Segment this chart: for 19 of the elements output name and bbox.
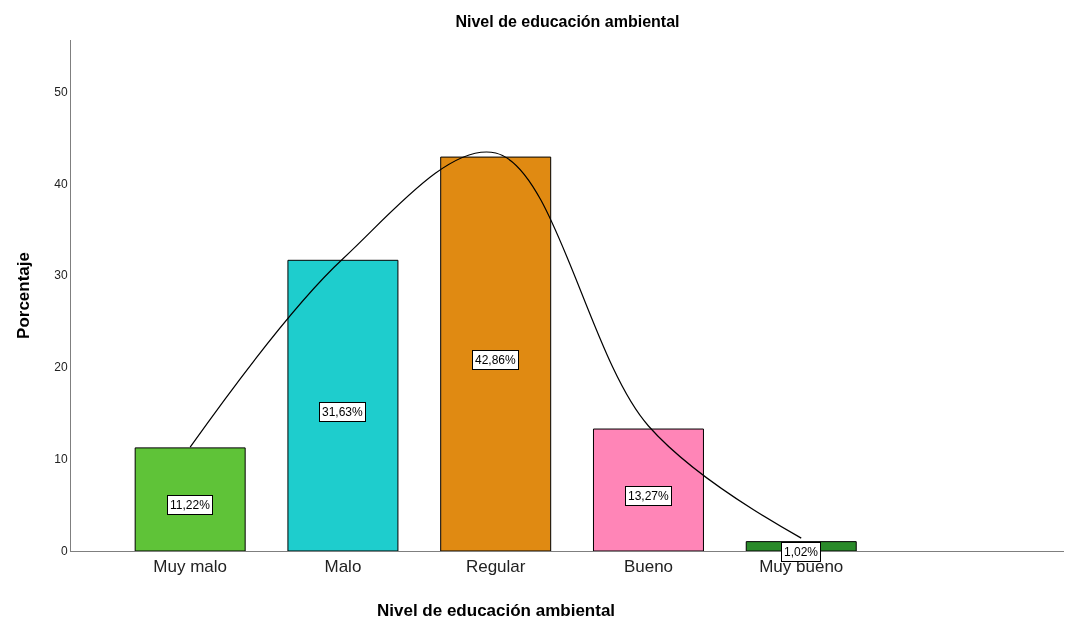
y-tick-label: 50: [54, 84, 68, 99]
x-tick-label: Bueno: [623, 557, 674, 577]
data-label: 42,86%: [475, 353, 517, 367]
y-tick-label: 20: [54, 360, 68, 375]
data-label: 11,22%: [170, 498, 211, 512]
x-tick-label: Muy malo: [153, 557, 227, 577]
data-label: 1,02%: [784, 545, 819, 559]
y-tick-label: 40: [54, 176, 68, 191]
data-label: 13,27%: [628, 489, 670, 503]
x-tick-label: Muy bueno: [759, 557, 844, 577]
data-label: 31,63%: [322, 405, 364, 419]
x-axis-title: Nivel de educación ambiental: [377, 601, 616, 620]
x-tick-label: Malo: [324, 557, 362, 577]
y-axis-title: Porcentaje: [13, 252, 33, 339]
y-tick-label: 10: [54, 452, 68, 467]
chart-title: Nivel de educación ambiental: [455, 13, 680, 31]
y-tick-label: 30: [54, 268, 68, 283]
x-tick-label: Regular: [465, 557, 526, 577]
y-tick-label: 0: [60, 544, 68, 559]
